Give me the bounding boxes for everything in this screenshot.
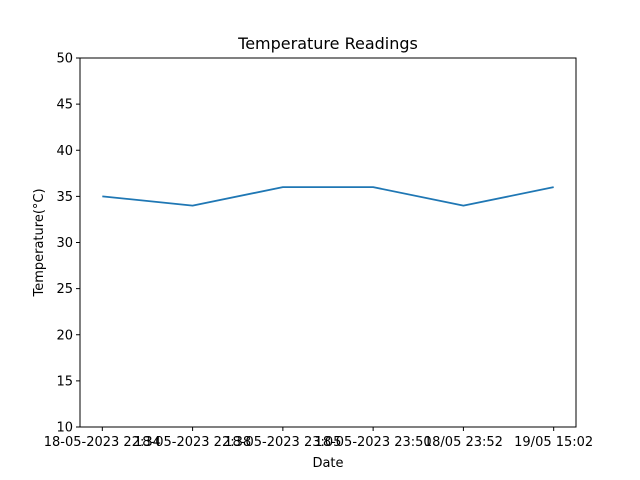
x-tick-label: 18-05-2023 23:50 — [315, 435, 432, 450]
y-tick-label: 35 — [56, 190, 73, 205]
y-axis-label: Temperature(°C) — [32, 188, 47, 297]
x-tick-label: 18/05 23:52 — [424, 435, 503, 450]
plot-area — [102, 186, 554, 207]
x-tick-label: 18-05-2023 22:38 — [134, 435, 251, 450]
series-line — [102, 186, 554, 207]
y-tick-label: 40 — [56, 144, 73, 159]
x-tick-label: 18-05-2023 22:34 — [44, 435, 161, 450]
x-tick-label: 19/05 15:02 — [514, 435, 593, 450]
axes-frame — [79, 57, 577, 428]
y-tick-label: 25 — [56, 282, 73, 297]
y-tick-label: 45 — [56, 98, 73, 113]
y-tick-label: 50 — [56, 52, 73, 67]
x-tick-label: 18-05-2023 23:05 — [224, 435, 341, 450]
y-axis-ticks: 10 15 20 25 30 35 40 45 50 — [56, 52, 80, 436]
y-tick-label: 30 — [56, 236, 73, 251]
y-tick-label: 10 — [56, 421, 73, 436]
x-axis-label: Date — [312, 456, 343, 471]
y-tick-label: 15 — [56, 374, 73, 389]
chart-title: Temperature Readings — [237, 34, 418, 53]
y-tick-label: 20 — [56, 328, 73, 343]
